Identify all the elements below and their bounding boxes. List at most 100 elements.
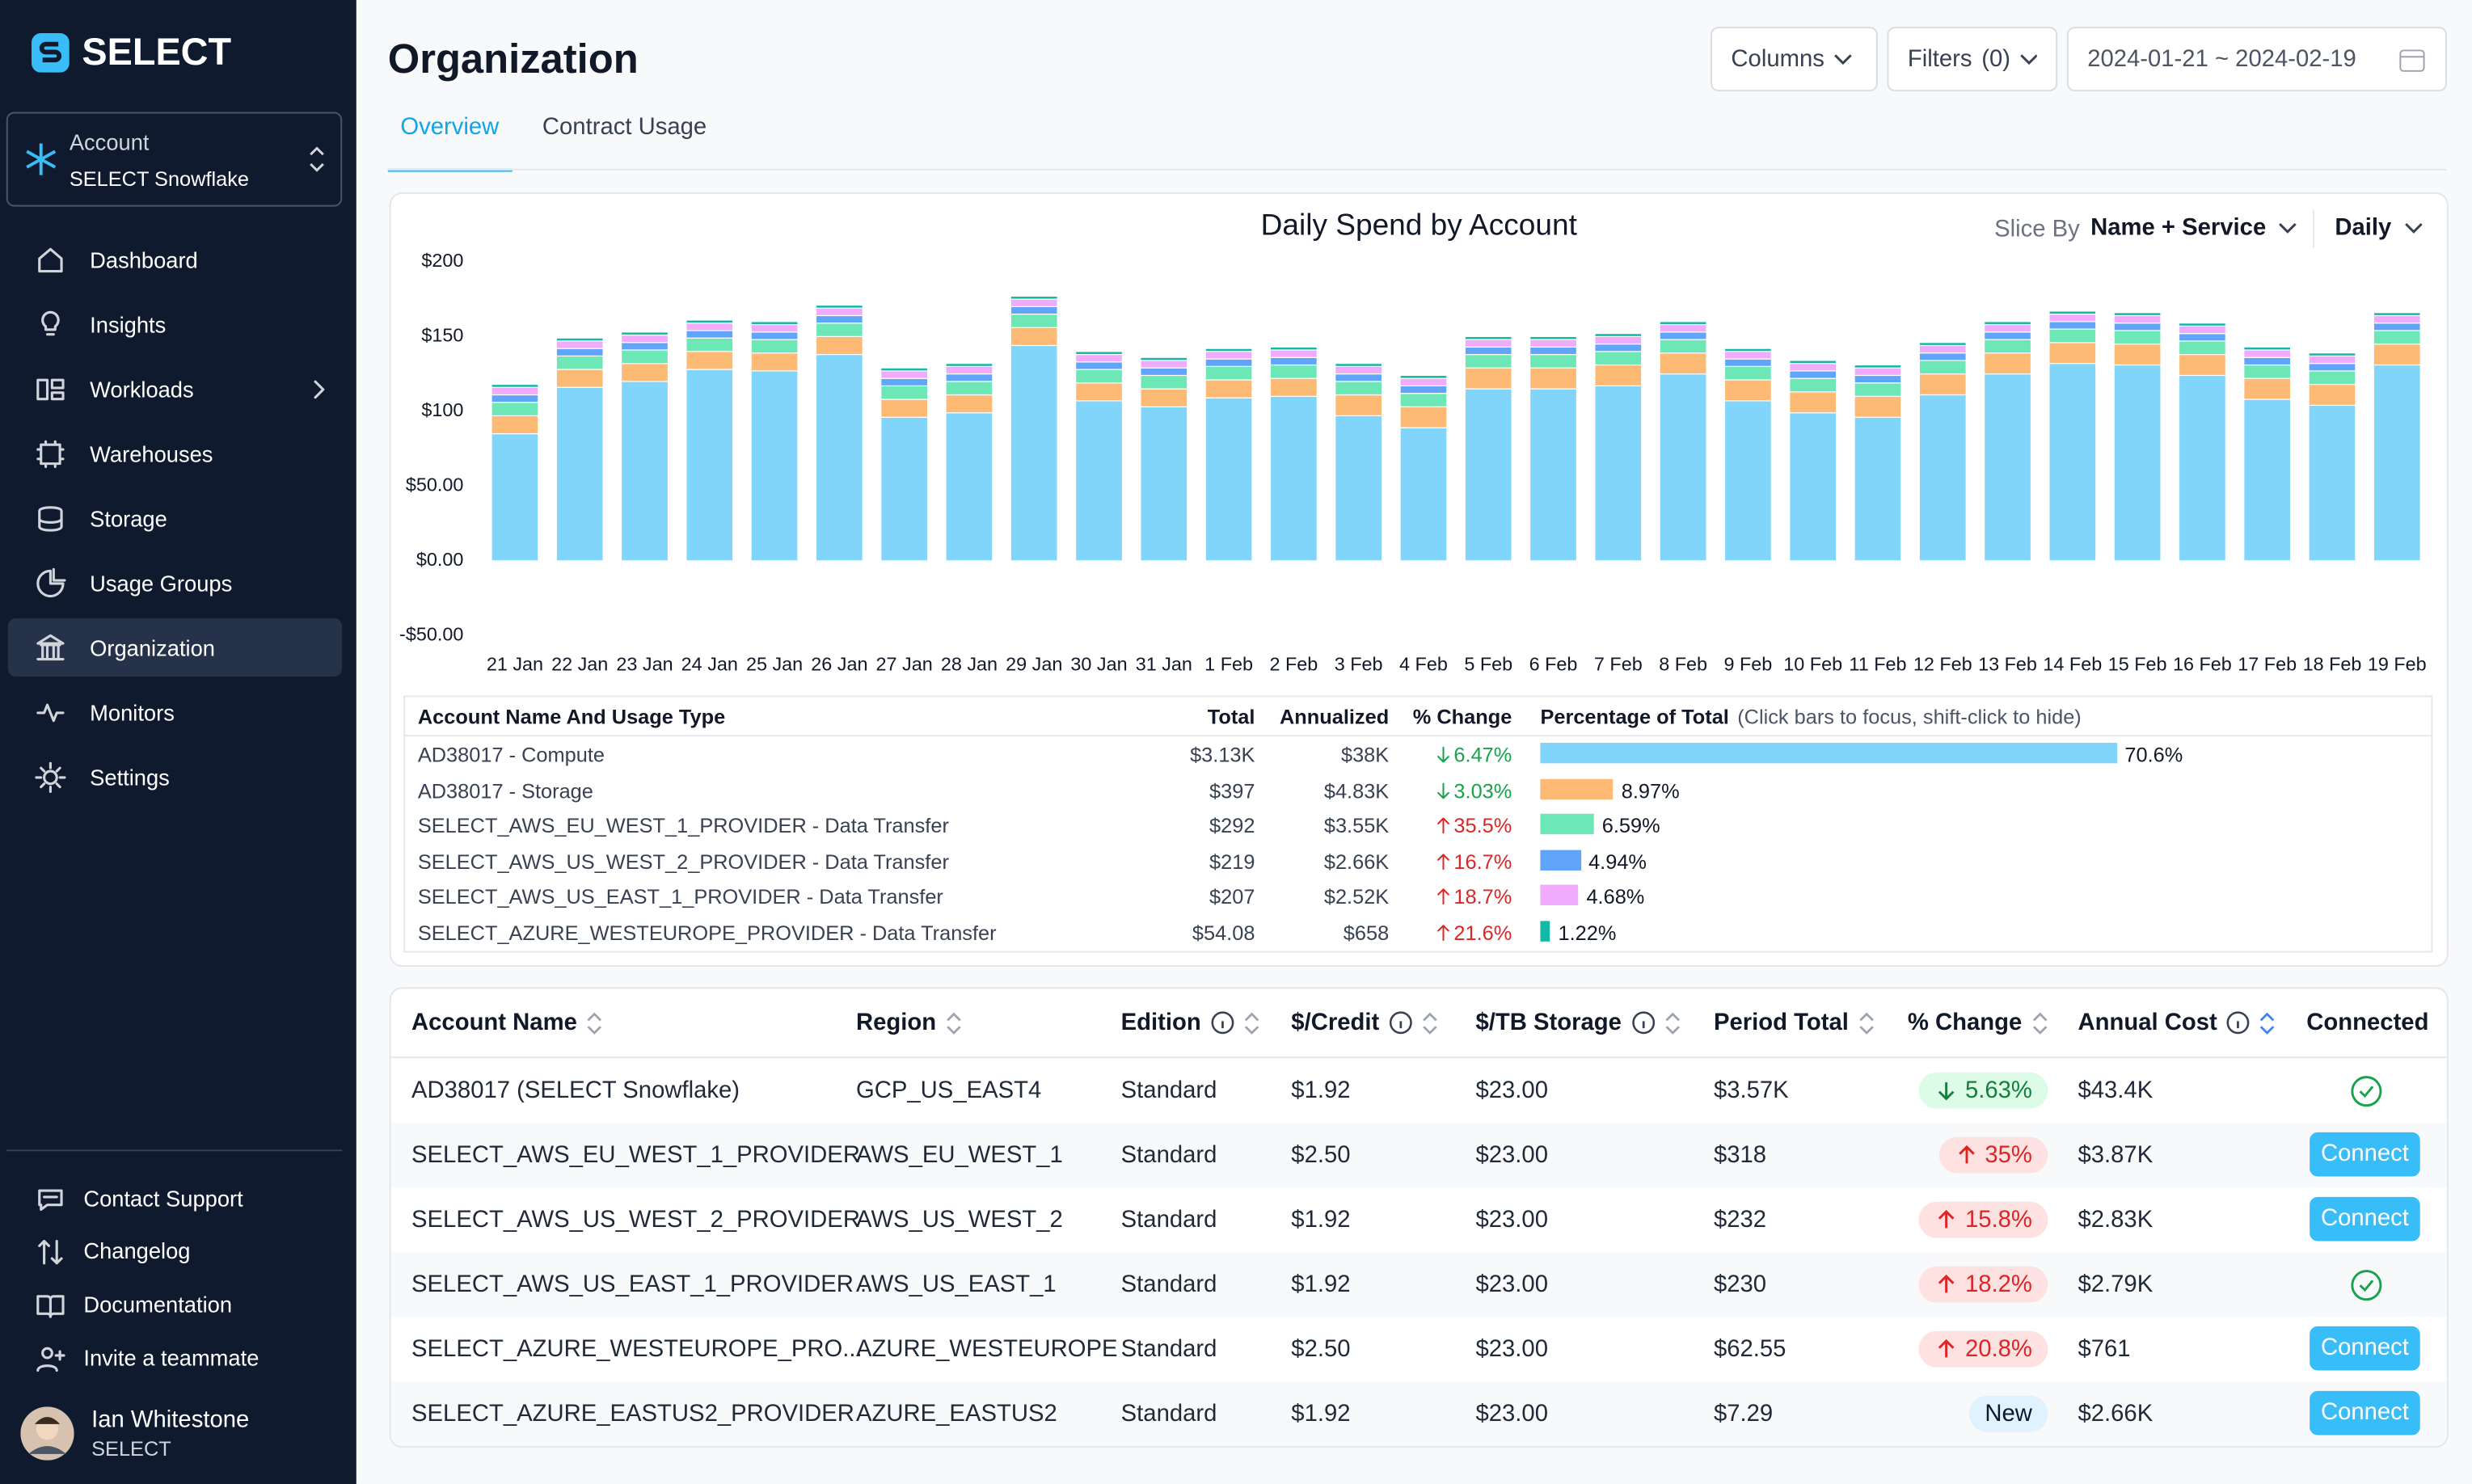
bar-segment[interactable]	[750, 370, 799, 562]
bar-segment[interactable]	[491, 415, 539, 435]
slice-select[interactable]: Name + Service	[2090, 214, 2297, 242]
bar-segment[interactable]	[1140, 374, 1188, 390]
bar-segment[interactable]	[2113, 364, 2162, 562]
bar-segment[interactable]	[1335, 365, 1383, 375]
bar-segment[interactable]	[750, 321, 799, 326]
date-range-picker[interactable]: 2024-01-21 ~ 2024-02-19	[2066, 27, 2447, 92]
bar-segment[interactable]	[750, 339, 799, 354]
columns-button[interactable]: Columns	[1711, 27, 1878, 92]
share-bar[interactable]	[1540, 813, 1594, 835]
column-header[interactable]: Period Total	[1714, 1010, 1874, 1036]
bar-segment[interactable]	[1464, 339, 1512, 348]
nav-item[interactable]: Storage	[8, 489, 342, 547]
tab[interactable]: Overview	[387, 98, 512, 172]
bar-segment[interactable]	[621, 363, 669, 382]
bar-segment[interactable]	[1204, 348, 1253, 352]
bar-segment[interactable]	[491, 383, 539, 388]
bar-segment[interactable]	[1854, 382, 1902, 397]
bar-segment[interactable]	[1075, 351, 1124, 356]
bar-segment[interactable]	[2048, 321, 2097, 330]
nav-item[interactable]: Insights	[8, 295, 342, 353]
bar-segment[interactable]	[1723, 379, 1772, 402]
bar-segment[interactable]	[2243, 356, 2292, 366]
bar-segment[interactable]	[555, 348, 604, 356]
nav-item[interactable]: Settings	[8, 748, 342, 806]
nav-item[interactable]: Usage Groups	[8, 554, 342, 612]
bar-segment[interactable]	[750, 352, 799, 372]
bar-segment[interactable]	[1723, 351, 1772, 360]
bar-segment[interactable]	[1335, 381, 1383, 396]
bar-segment[interactable]	[945, 381, 993, 396]
bar-segment[interactable]	[1594, 333, 1643, 337]
bar-segment[interactable]	[685, 351, 734, 370]
connect-button[interactable]: Connect	[2310, 1390, 2420, 1436]
bar-segment[interactable]	[1594, 385, 1643, 562]
share-bar[interactable]	[1540, 920, 1550, 941]
bar-segment[interactable]	[1269, 377, 1318, 397]
bar-segment[interactable]	[1399, 406, 1448, 428]
bar-segment[interactable]	[1659, 339, 1707, 354]
bar-segment[interactable]	[880, 377, 929, 386]
bar-segment[interactable]	[1789, 412, 1837, 562]
connect-button[interactable]: Connect	[2310, 1196, 2420, 1242]
bar-segment[interactable]	[555, 340, 604, 349]
bar-segment[interactable]	[2308, 404, 2356, 562]
bar-segment[interactable]	[491, 394, 539, 403]
nav-item[interactable]: Dashboard	[8, 230, 342, 289]
bar-segment[interactable]	[2308, 352, 2356, 356]
bar-segment[interactable]	[1335, 363, 1383, 367]
bar-segment[interactable]	[2373, 323, 2421, 331]
bar-segment[interactable]	[1140, 360, 1188, 369]
bar-segment[interactable]	[2113, 312, 2162, 317]
bar-segment[interactable]	[1529, 339, 1578, 348]
bar-segment[interactable]	[621, 349, 669, 365]
bar-segment[interactable]	[750, 331, 799, 340]
bar-segment[interactable]	[1594, 351, 1643, 366]
connect-button[interactable]: Connect	[2310, 1132, 2420, 1177]
column-header[interactable]: % Change	[1908, 1010, 2048, 1036]
granularity-select[interactable]: Daily	[2335, 214, 2423, 242]
bar-segment[interactable]	[1399, 377, 1448, 386]
bar-segment[interactable]	[1464, 335, 1512, 340]
bar-segment[interactable]	[1854, 395, 1902, 418]
bar-segment[interactable]	[1399, 374, 1448, 379]
share-bar[interactable]	[1540, 742, 2117, 764]
nav-item[interactable]: Workloads	[8, 360, 342, 418]
bar-segment[interactable]	[1918, 342, 1967, 347]
bar-segment[interactable]	[2048, 314, 2097, 323]
bar-segment[interactable]	[1204, 379, 1253, 398]
column-header[interactable]: $/TB Storage	[1475, 1010, 1680, 1036]
bar-segment[interactable]	[1010, 295, 1058, 300]
bar-segment[interactable]	[491, 386, 539, 396]
bar-segment[interactable]	[1659, 352, 1707, 375]
bar-segment[interactable]	[1854, 367, 1902, 377]
bar-segment[interactable]	[880, 370, 929, 379]
bar-segment[interactable]	[1269, 349, 1318, 358]
column-header[interactable]: Edition	[1121, 1010, 1259, 1036]
bar-segment[interactable]	[1984, 373, 2032, 562]
bar-segment[interactable]	[880, 398, 929, 418]
bar-segment[interactable]	[1010, 298, 1058, 307]
bar-segment[interactable]	[491, 433, 539, 562]
bar-segment[interactable]	[1075, 382, 1124, 402]
bar-segment[interactable]	[2178, 323, 2226, 327]
bar-segment[interactable]	[815, 353, 863, 562]
bar-segment[interactable]	[2113, 330, 2162, 345]
bar-segment[interactable]	[1140, 388, 1188, 407]
bar-segment[interactable]	[1269, 364, 1318, 379]
bar-segment[interactable]	[1854, 364, 1902, 369]
bar-segment[interactable]	[815, 304, 863, 309]
bar-segment[interactable]	[555, 369, 604, 388]
bar-segment[interactable]	[685, 337, 734, 352]
bar-segment[interactable]	[1204, 351, 1253, 360]
bar-segment[interactable]	[1723, 365, 1772, 381]
footer-link[interactable]: Invite a teammate	[0, 1340, 356, 1378]
bar-segment[interactable]	[2113, 323, 2162, 331]
bar-segment[interactable]	[1529, 335, 1578, 340]
bar-segment[interactable]	[2373, 364, 2421, 562]
bar-segment[interactable]	[815, 323, 863, 337]
bar-segment[interactable]	[685, 330, 734, 339]
bar-segment[interactable]	[1854, 416, 1902, 562]
bar-segment[interactable]	[1075, 353, 1124, 363]
bar-segment[interactable]	[1918, 360, 1967, 375]
